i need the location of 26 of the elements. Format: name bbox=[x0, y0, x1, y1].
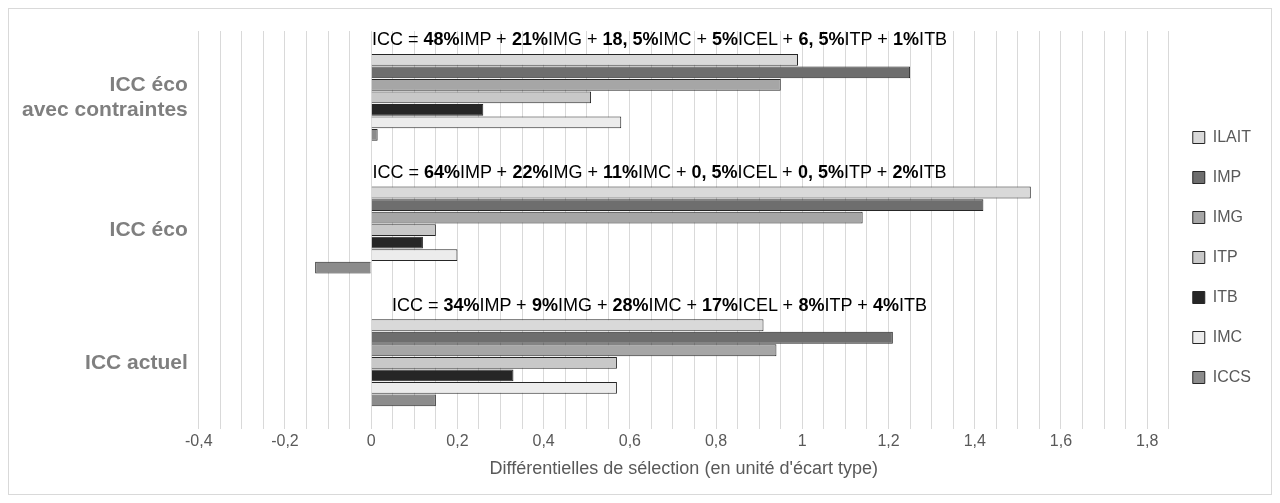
legend-label: ILAIT bbox=[1212, 127, 1252, 145]
x-axis-title: Différentielles de sélection (en unité d'écart type) bbox=[489, 458, 878, 479]
x-tick-label: 0,8 bbox=[704, 432, 728, 450]
x-tick-label: -0,4 bbox=[184, 432, 213, 450]
x-tick-label: 1,6 bbox=[1049, 432, 1073, 450]
x-tick-label: 1 bbox=[797, 432, 807, 450]
x-tick-label: 1,2 bbox=[877, 432, 900, 450]
x-tick-label: 1,4 bbox=[963, 432, 986, 450]
legend-label: ITB bbox=[1212, 287, 1238, 305]
x-tick-label: 0,2 bbox=[446, 432, 469, 450]
legend-label: IMG bbox=[1212, 207, 1243, 225]
x-tick-label: 0,4 bbox=[532, 432, 555, 450]
y-tick-label: ICC actuel bbox=[85, 349, 188, 373]
text: ICC = 48%IMP + 21%IMG + 18, 5%IMC + 5%ICEL + 6, 5%ITP + 1%ITB bbox=[371, 29, 948, 50]
x-tick-label: 1,8 bbox=[1136, 432, 1159, 450]
text: ICC = 64%IMP + 22%IMG + 11%IMC + 0, 5%ICEL + 0, 5%ITP + 2%ITB bbox=[372, 161, 947, 182]
legend-label: ITP bbox=[1212, 247, 1238, 265]
x-tick-label: -0,2 bbox=[271, 432, 299, 450]
x-tick-label: 0,6 bbox=[618, 432, 642, 450]
legend-label: IMP bbox=[1212, 167, 1242, 185]
x-tick-label: 0 bbox=[366, 432, 376, 450]
text: ICC = 34%IMP + 9%IMG + 28%IMC + 17%ICEL + 8%ITP + 4%ITB bbox=[391, 294, 928, 315]
legend-label: ICCS bbox=[1212, 367, 1251, 385]
legend-label: IMC bbox=[1212, 327, 1243, 345]
y-tick-label: ICC éco avec contraintes bbox=[21, 71, 188, 120]
y-tick-label: ICC éco bbox=[109, 216, 188, 240]
